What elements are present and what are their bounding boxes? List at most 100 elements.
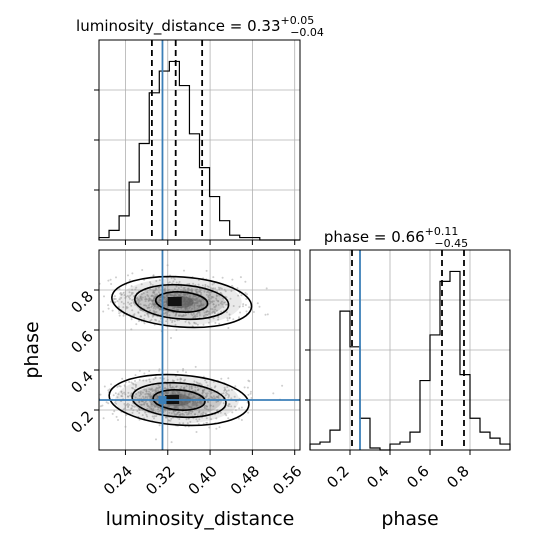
joint-frame bbox=[98, 249, 301, 451]
sample-point bbox=[240, 419, 243, 421]
sample-point bbox=[198, 418, 201, 421]
sample-point bbox=[111, 412, 114, 415]
sample-point bbox=[227, 393, 230, 396]
sample-point bbox=[204, 313, 207, 316]
sample-point bbox=[205, 422, 208, 424]
sample-point bbox=[195, 299, 198, 302]
sample-point bbox=[130, 407, 133, 410]
sample-point bbox=[118, 314, 121, 317]
sample-point bbox=[190, 309, 193, 312]
sample-point bbox=[212, 405, 215, 408]
sample-point bbox=[242, 305, 244, 308]
sample-point bbox=[146, 415, 149, 418]
sample-point bbox=[195, 291, 198, 294]
sample-point bbox=[122, 408, 125, 411]
sample-point bbox=[194, 386, 197, 389]
sample-point bbox=[128, 297, 131, 300]
sample-point bbox=[186, 413, 189, 416]
sample-point bbox=[227, 377, 230, 380]
sample-point bbox=[117, 419, 119, 421]
sample-point bbox=[196, 420, 199, 423]
sample-point bbox=[196, 311, 199, 314]
sample-point bbox=[209, 404, 212, 407]
sample-point bbox=[133, 302, 135, 305]
sample-point bbox=[145, 379, 148, 382]
sample-point bbox=[143, 314, 146, 317]
title-phase: phase = 0.66+0.11 −0.45 bbox=[324, 225, 468, 250]
contour-line-1-1 bbox=[131, 381, 227, 419]
sample-point bbox=[146, 396, 149, 399]
sample-point bbox=[195, 418, 198, 421]
phase-xtick-label-3: 0.8 bbox=[443, 462, 473, 492]
sample-point bbox=[240, 406, 243, 409]
sample-point bbox=[220, 377, 223, 380]
sample-point bbox=[193, 380, 196, 383]
joint-samples bbox=[99, 264, 284, 444]
sample-point bbox=[191, 401, 194, 404]
sample-point bbox=[195, 404, 198, 407]
sample-point bbox=[199, 289, 202, 291]
sample-point bbox=[223, 389, 226, 392]
sample-point bbox=[204, 283, 207, 286]
sample-point bbox=[125, 414, 128, 417]
sample-point bbox=[163, 290, 166, 293]
sample-point bbox=[198, 410, 201, 413]
sample-point bbox=[152, 289, 155, 292]
sample-point bbox=[151, 284, 154, 287]
sample-point bbox=[131, 309, 134, 312]
sample-point bbox=[123, 391, 126, 394]
sample-point bbox=[147, 295, 150, 298]
sample-point bbox=[150, 395, 153, 398]
sample-point bbox=[204, 379, 207, 382]
hist-b-quantiles bbox=[351, 250, 465, 450]
sample-point bbox=[211, 397, 214, 400]
sample-point bbox=[165, 311, 168, 314]
sample-point bbox=[206, 285, 209, 288]
joint-truth-lines bbox=[99, 250, 300, 450]
sample-point bbox=[132, 409, 135, 412]
sample-point bbox=[184, 293, 187, 296]
sample-point bbox=[143, 322, 146, 325]
sample-point bbox=[204, 412, 207, 415]
sample-point bbox=[177, 287, 180, 290]
sample-point bbox=[219, 411, 222, 414]
sample-point bbox=[137, 391, 140, 394]
sample-point bbox=[138, 408, 141, 411]
sample-point bbox=[124, 393, 127, 396]
sample-point bbox=[191, 307, 194, 310]
sample-point bbox=[146, 407, 149, 410]
sample-point bbox=[220, 310, 223, 313]
sample-point bbox=[217, 300, 220, 303]
contour-line-1-2 bbox=[152, 389, 206, 411]
sample-point bbox=[110, 300, 112, 303]
sample-point bbox=[117, 393, 120, 396]
sample-point bbox=[208, 321, 210, 324]
sample-point bbox=[215, 309, 218, 312]
sample-point bbox=[224, 412, 227, 415]
sample-point bbox=[168, 281, 171, 284]
ld-xtick-label-4: 0.56 bbox=[269, 462, 305, 498]
sample-point bbox=[205, 310, 208, 313]
ylabel-phase: phase bbox=[21, 321, 43, 378]
sample-point bbox=[159, 298, 162, 301]
sample-point bbox=[163, 305, 166, 308]
sample-point bbox=[245, 310, 248, 313]
sample-point bbox=[130, 328, 133, 331]
sample-point bbox=[124, 404, 127, 407]
title-luminosity-distance: luminosity_distance = 0.33+0.05 −0.04 bbox=[76, 14, 324, 39]
sample-point bbox=[228, 403, 231, 406]
sample-point bbox=[197, 283, 200, 286]
sample-point bbox=[123, 294, 126, 297]
sample-point bbox=[187, 417, 190, 420]
sample-point bbox=[222, 402, 225, 405]
sample-point bbox=[238, 316, 240, 319]
sample-point bbox=[113, 410, 116, 413]
sample-point bbox=[166, 378, 169, 381]
sample-point bbox=[145, 388, 148, 391]
sample-point bbox=[135, 297, 138, 300]
sample-point bbox=[180, 309, 183, 312]
sample-point bbox=[221, 276, 224, 279]
sample-point bbox=[174, 292, 177, 295]
sample-point bbox=[175, 312, 178, 315]
sample-point bbox=[115, 276, 117, 279]
